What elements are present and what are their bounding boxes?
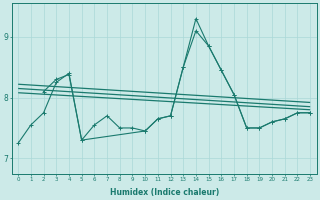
X-axis label: Humidex (Indice chaleur): Humidex (Indice chaleur) [109,188,219,197]
